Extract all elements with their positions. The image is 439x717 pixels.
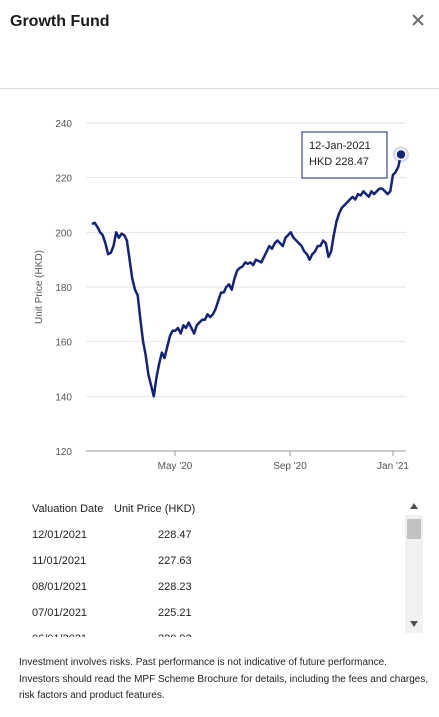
table-row: 12/01/2021 228.47 [0, 525, 400, 551]
close-icon[interactable] [408, 10, 428, 30]
scrollbar-thumb[interactable] [407, 519, 421, 539]
y-tick-label: 120 [55, 447, 72, 458]
row-date: 06/01/2021 [32, 633, 87, 637]
header-valuation-date: Valuation Date [32, 503, 104, 515]
price-chart-svg: 120 140 160 180 200 220 240 Unit Price (HKD) May… [34, 119, 409, 472]
row-date: 11/01/2021 [32, 555, 87, 567]
scroll-down-arrow-icon[interactable] [410, 621, 418, 627]
tooltip-value: HKD 228.47 [309, 156, 369, 168]
row-date: 07/01/2021 [32, 607, 88, 619]
price-line [91, 154, 403, 398]
row-date: 08/01/2021 [32, 581, 88, 593]
y-tick-label: 240 [55, 119, 72, 130]
x-tick-label: May '20 [158, 461, 193, 472]
table-scrollbar[interactable] [405, 503, 423, 633]
y-tick-label: 160 [55, 338, 72, 349]
table-body: 12/01/2021 228.47 11/01/2021 227.63 08/01/20… [0, 525, 400, 637]
row-price: 228.23 [158, 581, 192, 593]
table-row: 07/01/2021 225.21 [0, 603, 400, 629]
x-tick-label: Jan '21 [377, 461, 409, 472]
table-row: 11/01/2021 227.63 [0, 551, 400, 577]
last-point-marker [395, 148, 407, 161]
y-tick-label: 220 [55, 174, 72, 185]
disclaimer-text: Investment involves risks. Past performa… [19, 657, 429, 701]
table-row: 06/01/2021 220.92 [0, 629, 400, 637]
row-price: 225.21 [158, 607, 192, 619]
x-tick-label: Sep '20 [273, 461, 307, 472]
y-tick-label: 200 [55, 228, 72, 239]
y-tick-label: 140 [55, 392, 72, 403]
tooltip-date: 12-Jan-2021 [309, 140, 371, 152]
dialog-header: Growth Fund [0, 0, 439, 89]
row-price: 227.63 [158, 555, 192, 567]
y-axis-label: Unit Price (HKD) [34, 250, 45, 324]
scroll-up-arrow-icon[interactable] [410, 503, 418, 509]
row-date: 12/01/2021 [32, 529, 88, 541]
tooltip-box [301, 131, 388, 179]
row-price: 228.47 [158, 529, 192, 541]
table-row: 08/01/2021 228.23 [0, 577, 400, 603]
row-price: 220.92 [158, 633, 192, 637]
y-tick-label: 180 [55, 283, 72, 294]
price-chart: 120 140 160 180 200 220 240 Unit Price (HKD) May… [0, 95, 439, 485]
header-unit-price: Unit Price (HKD) [114, 503, 196, 515]
price-table: Valuation Date Unit Price (HKD) 12/01/20… [0, 495, 439, 637]
page-title: Growth Fund [10, 13, 110, 30]
